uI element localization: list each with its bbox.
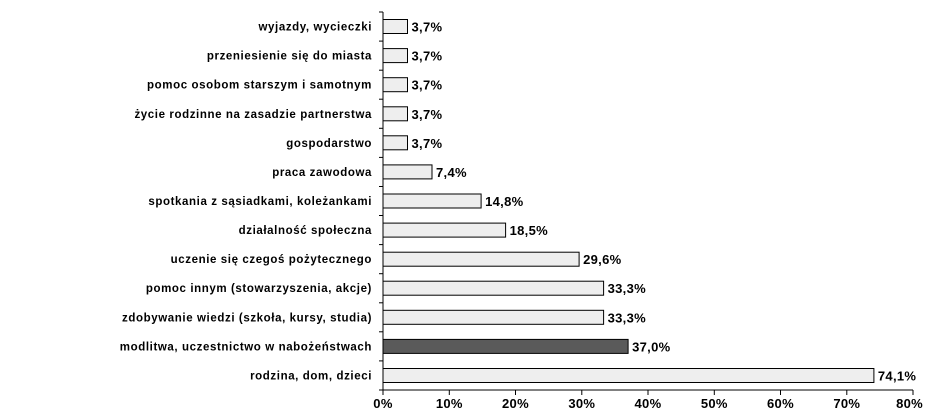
value-labels: 3,7% 3,7% 3,7% 3,7% 3,7% 7,4% 14,8% 18,5% 29,6% 3… bbox=[412, 20, 917, 384]
x-tick-label: 50% bbox=[701, 396, 728, 411]
category-label: pomoc osobom starszym i samotnym bbox=[147, 80, 372, 92]
bar bbox=[382, 193, 482, 209]
x-tick-labels: 0% 10% 20% 30% 40% 50% 60% 70% 80% bbox=[373, 396, 923, 411]
bar bbox=[382, 222, 507, 238]
x-tick-label: 10% bbox=[436, 396, 463, 411]
category-label: pomoc innym (stowarzyszenia, akcje) bbox=[146, 283, 372, 295]
value-label: 7,4% bbox=[436, 165, 467, 180]
bar bbox=[382, 135, 408, 151]
value-label: 3,7% bbox=[412, 136, 443, 151]
x-tick-label: 60% bbox=[767, 396, 794, 411]
category-label: uczenie się czegoś pożytecznego bbox=[171, 254, 372, 266]
category-label: praca zawodowa bbox=[272, 167, 372, 179]
bar bbox=[382, 368, 875, 383]
x-tick-label: 80% bbox=[896, 396, 923, 411]
bar bbox=[382, 251, 580, 267]
value-label: 3,7% bbox=[412, 107, 443, 122]
value-label: 3,7% bbox=[412, 20, 443, 35]
category-label: działalność społeczna bbox=[239, 225, 372, 237]
bar bbox=[382, 106, 408, 122]
category-labels: wyjazdy, wycieczki przeniesienie się do m… bbox=[120, 22, 372, 383]
bar bbox=[382, 309, 605, 325]
bar bbox=[382, 280, 605, 296]
x-tick-label: 40% bbox=[635, 396, 662, 411]
value-label: 29,6% bbox=[583, 252, 622, 267]
category-label: życie rodzinne na zasadzie partnerstwa bbox=[134, 109, 372, 121]
bar bbox=[382, 19, 408, 34]
value-label: 33,3% bbox=[608, 310, 647, 325]
bars bbox=[382, 19, 875, 383]
x-tick-label: 20% bbox=[502, 396, 529, 411]
category-label: wyjazdy, wycieczki bbox=[257, 22, 372, 34]
category-label: przeniesienie się do miasta bbox=[207, 51, 372, 63]
value-label: 37,0% bbox=[632, 339, 671, 354]
value-label: 14,8% bbox=[485, 194, 524, 209]
x-tick-label: 30% bbox=[568, 396, 595, 411]
category-label: spotkania z sąsiadkami, koleżankami bbox=[148, 196, 372, 208]
x-tick-label: 0% bbox=[373, 396, 393, 411]
category-label: modlitwa, uczestnictwo w nabożeństwach bbox=[120, 341, 372, 353]
value-label: 74,1% bbox=[878, 369, 917, 384]
value-label: 3,7% bbox=[412, 49, 443, 64]
bar bbox=[382, 338, 629, 354]
axes bbox=[379, 11, 914, 395]
bar bbox=[382, 164, 433, 180]
bar bbox=[382, 77, 408, 93]
x-tick-label: 70% bbox=[833, 396, 860, 411]
category-label: zdobywanie wiedzi (szkoła, kursy, studia… bbox=[122, 312, 372, 324]
value-label: 3,7% bbox=[412, 78, 443, 93]
bar bbox=[382, 48, 408, 64]
value-label: 33,3% bbox=[608, 281, 647, 296]
category-label: rodzina, dom, dzieci bbox=[250, 371, 372, 383]
category-label: gospodarstwo bbox=[286, 138, 372, 150]
value-label: 18,5% bbox=[510, 223, 549, 238]
